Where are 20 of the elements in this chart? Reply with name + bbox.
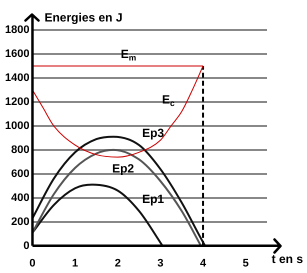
y-tick-label: 1800: [4, 24, 30, 36]
x-tick-label: 2: [114, 257, 121, 270]
y-tick-label: 1200: [4, 96, 30, 108]
annotation: Ep1: [142, 192, 164, 206]
annotation: Ep3: [142, 126, 164, 140]
x-tick-label: 4: [200, 257, 207, 270]
y-tick-label: 1000: [4, 120, 30, 132]
y-tick-label: 0: [23, 240, 30, 252]
x-axis-title: t en s: [272, 252, 304, 266]
y-tick-label: 1600: [4, 48, 30, 60]
y-tick-label: 400: [11, 192, 30, 204]
y-tick-label: 1400: [4, 72, 30, 84]
x-tick-label: 3: [157, 257, 164, 270]
y-tick-label: 800: [11, 144, 30, 156]
annotation: Ep2: [112, 161, 134, 176]
x-tick-label: 5: [242, 257, 249, 270]
y-tick-label: 600: [11, 168, 30, 180]
y-tick-label: 200: [11, 216, 30, 228]
y-axis-title: Energies en J: [44, 10, 123, 24]
x-tick-label: 1: [72, 257, 78, 270]
